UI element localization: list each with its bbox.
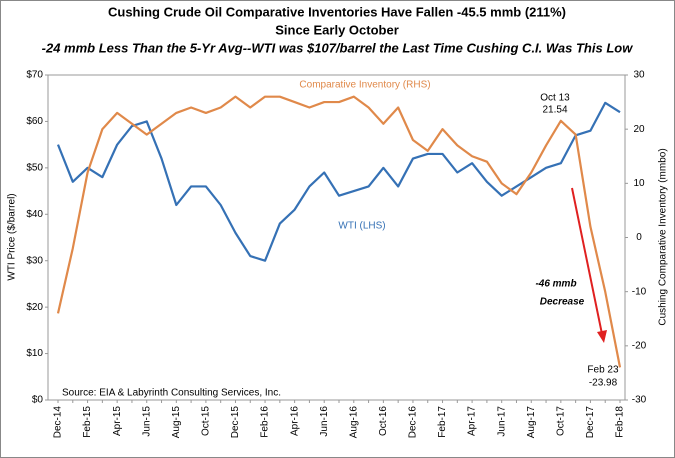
annotation: -46 mmb (535, 279, 576, 290)
y-tick-label: $50 (26, 162, 43, 173)
x-tick-label: Aug-17 (526, 406, 537, 439)
x-tick-label: Dec-14 (53, 406, 64, 439)
x-tick-label: Apr-16 (289, 406, 300, 436)
x-tick-label: Feb-15 (82, 406, 93, 438)
x-tick-label: Jun-16 (319, 406, 330, 437)
x-tick-label: Oct-16 (378, 406, 389, 436)
y-tick-label: $10 (26, 348, 43, 359)
x-tick-label: Feb-18 (615, 406, 626, 438)
y-tick-label: $70 (26, 70, 43, 81)
source-note: Source: EIA & Labyrinth Consulting Servi… (62, 388, 281, 399)
arrow-head (597, 330, 607, 343)
annotation: 21.54 (542, 105, 567, 116)
x-tick-label: Feb-16 (260, 406, 271, 438)
arrow-shaft (571, 187, 603, 335)
y2-tick-label: 10 (633, 178, 645, 189)
x-tick-label: Jun-15 (141, 406, 152, 437)
annotation: Decrease (540, 297, 585, 308)
y-axis-label: WTI Price ($/barrel) (7, 193, 18, 280)
x-tick-label: Aug-15 (171, 406, 182, 439)
x-tick-label: Oct-17 (555, 406, 566, 436)
y2-tick-label: -30 (632, 395, 647, 406)
x-tick-label: Dec-17 (585, 406, 596, 439)
y-tick-label: $40 (26, 209, 43, 220)
y-tick-label: $30 (26, 255, 43, 266)
y-tick-label: $20 (26, 302, 43, 313)
x-tick-label: Dec-16 (408, 406, 419, 439)
y2-axis-label: Cushing Comparative Inventory (mmbo) (658, 148, 669, 325)
series-line (56, 95, 622, 368)
x-tick-label: Feb-17 (437, 406, 448, 438)
y-tick-label: $0 (32, 395, 44, 406)
y2-tick-label: 0 (636, 232, 642, 243)
y2-tick-label: -10 (632, 286, 647, 297)
x-tick-label: Apr-15 (112, 406, 123, 436)
x-tick-label: Jun-17 (496, 406, 507, 437)
annotation: Feb 23 (587, 365, 619, 376)
annotation: -23.98 (589, 378, 618, 389)
y2-tick-label: -20 (632, 340, 647, 351)
y2-tick-label: 20 (633, 124, 645, 135)
chart-title: Cushing Crude Oil Comparative Inventorie… (108, 4, 566, 19)
chart-subtitle: Since Early October (275, 22, 399, 37)
series-label: Comparative Inventory (RHS) (299, 80, 430, 91)
y2-tick-label: 30 (633, 70, 645, 81)
x-tick-label: Aug-16 (348, 406, 359, 439)
x-tick-label: Oct-15 (201, 406, 212, 436)
series-label: WTI (LHS) (338, 221, 385, 232)
y-tick-label: $60 (26, 116, 43, 127)
x-tick-label: Apr-17 (467, 406, 478, 436)
x-tick-label: Dec-15 (230, 406, 241, 439)
chart-subtitle: -24 mmb Less Than the 5-Yr Avg--WTI was … (42, 40, 634, 55)
annotation: Oct 13 (540, 93, 570, 104)
